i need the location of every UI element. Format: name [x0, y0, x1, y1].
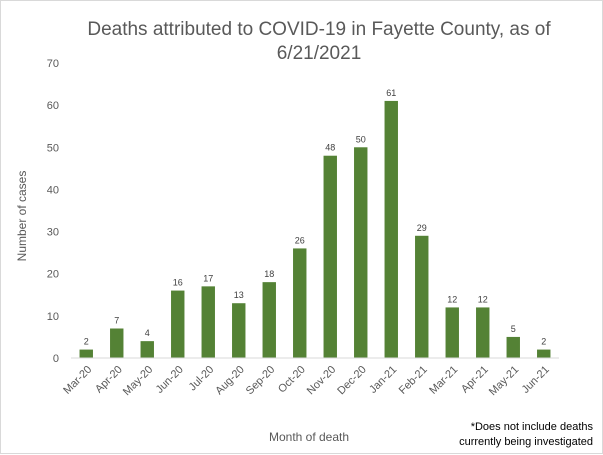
bar-oct-20: [293, 248, 307, 358]
data-label: 29: [417, 223, 427, 233]
data-label: 48: [325, 143, 335, 153]
footnote-line-1: *Does not include deaths: [471, 421, 594, 433]
bar-nov-20: [323, 155, 337, 358]
bar-jun-20: [171, 290, 185, 358]
data-label: 18: [264, 269, 274, 279]
data-label: 2: [84, 337, 89, 347]
x-tick-label: Oct-20: [276, 364, 308, 396]
x-tick-label: Jul-20: [187, 364, 217, 394]
x-tick-label: Feb-21: [397, 364, 430, 397]
x-tick-label: May-20: [121, 364, 155, 398]
bar-apr-20: [110, 328, 124, 358]
data-label: 50: [356, 134, 366, 144]
bars: [79, 100, 551, 358]
bar-dec-20: [354, 147, 368, 358]
y-tick-label: 70: [47, 58, 59, 70]
bar-jun-21: [537, 349, 551, 358]
x-tick-label: May-21: [487, 364, 521, 398]
chart-title-line-1: Deaths attributed to COVID-19 in Fayette…: [87, 19, 551, 40]
x-tick-label: Mar-20: [61, 364, 94, 397]
y-axis-title: Number of cases: [15, 171, 29, 262]
x-tick-label: Aug-20: [213, 364, 247, 398]
data-label: 5: [511, 324, 516, 334]
bar-jan-21: [384, 100, 398, 358]
data-label: 12: [447, 294, 457, 304]
bar-mar-21: [445, 307, 459, 358]
bar-feb-21: [415, 235, 429, 358]
x-axis-title: Month of death: [269, 430, 349, 444]
data-label: 13: [234, 290, 244, 300]
bar-may-21: [506, 336, 520, 358]
y-tick-label: 50: [47, 142, 59, 154]
data-label: 61: [386, 88, 396, 98]
x-tick-label: Jan-21: [367, 364, 399, 396]
x-tick-label: Jun-21: [520, 364, 552, 396]
y-tick-label: 40: [47, 184, 59, 196]
y-axis-ticks: 0 10 20 30 40 50 60 70: [47, 58, 59, 365]
data-label: 26: [295, 235, 305, 245]
x-tick-label: Jun-20: [154, 364, 186, 396]
bar-sep-20: [262, 282, 276, 358]
data-label: 16: [173, 278, 183, 288]
data-labels: 2 7 4 16 17 13 18 26 48 50 61 29 12 12 5 2: [84, 88, 547, 347]
data-label: 4: [145, 328, 150, 338]
bar-may-20: [140, 341, 154, 358]
y-tick-label: 30: [47, 227, 59, 239]
x-tick-label: Dec-20: [335, 364, 369, 398]
data-label: 2: [541, 337, 546, 347]
bar-mar-20: [79, 349, 93, 358]
data-label: 7: [114, 316, 119, 326]
y-tick-label: 20: [47, 269, 59, 281]
data-label: 12: [478, 294, 488, 304]
x-tick-label: Sep-20: [244, 364, 278, 398]
y-tick-label: 10: [47, 311, 59, 323]
bar-apr-21: [476, 307, 490, 358]
y-tick-label: 60: [47, 100, 59, 112]
chart-title-line-2: 6/21/2021: [277, 43, 362, 64]
x-tick-label: Nov-20: [305, 364, 339, 398]
x-tick-label: Mar-21: [427, 364, 460, 397]
bar-jul-20: [201, 286, 215, 358]
data-label: 17: [203, 273, 213, 283]
y-tick-label: 0: [53, 353, 59, 365]
footnote-line-2: currently being investigated: [459, 436, 593, 448]
x-tick-label: Apr-20: [93, 364, 125, 396]
bar-aug-20: [232, 303, 246, 358]
x-tick-label: Apr-21: [459, 364, 491, 396]
